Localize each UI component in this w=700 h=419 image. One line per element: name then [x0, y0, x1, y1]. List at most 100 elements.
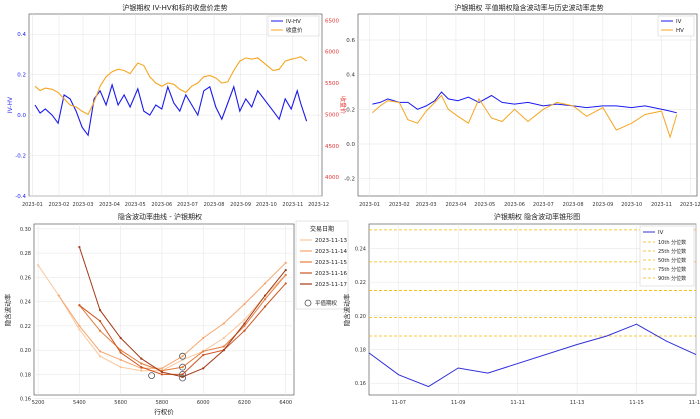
chart3-point — [78, 328, 81, 331]
chart4-xtick-label: 11-15 — [629, 400, 644, 406]
chart3-point — [98, 319, 102, 323]
chart3-point — [264, 282, 267, 285]
chart2-xtick-label: 2023-04 — [446, 202, 467, 208]
chart3-gridlines — [34, 224, 294, 399]
chart2-title: 沪银期权 平值期权隐含波动率与历史波动率走势 — [454, 3, 603, 12]
chart2-xtick-label: 2023-09 — [592, 202, 613, 208]
chart3-legend-label: 2023-11-16 — [315, 271, 347, 277]
chart3-ytick-label: 0.18 — [20, 372, 31, 378]
chart3-point — [98, 329, 102, 332]
chart4-ytick-label: 0.20 — [355, 314, 366, 320]
chart3-point — [119, 366, 122, 369]
chart1-xtick-label: 2023-12 — [308, 202, 329, 208]
chart3-point — [98, 355, 102, 358]
chart2-legend: IV HV — [657, 15, 695, 37]
chart3-point — [78, 324, 81, 327]
chart3-point — [264, 298, 267, 301]
chart3-legend-label: 2023-11-13 — [315, 238, 347, 244]
chart1-y2tick-label: 5000 — [325, 112, 339, 118]
chart4-legend-label: 75th 分位数 — [658, 266, 686, 273]
chart1-series — [34, 56, 308, 137]
chart3-point — [284, 261, 287, 264]
chart1-y2tick-label: 5500 — [325, 81, 339, 87]
chart3-ticks: 5200 5400 5600 5800 6000 6200 6400 0.16 0.18 0.20… — [20, 227, 292, 406]
chart1-ytick-label: -0.4 — [15, 194, 26, 200]
chart4-legend-iv: IV — [658, 230, 664, 236]
chart3-legend-atm: 平值期权 — [315, 299, 338, 307]
chart2-xtick-label: 2023-01 — [359, 202, 380, 208]
chart4-title: 沪银期权 隐含波动率锥形图 — [494, 212, 580, 221]
chart4-legend-label: 10th 分位数 — [658, 239, 686, 246]
chart1-xtick-label: 2023-07 — [177, 202, 198, 208]
chart3-title: 隐含波动率曲线 - 沪银期权 — [118, 212, 202, 221]
chart3-point — [37, 264, 40, 267]
chart3-series — [37, 245, 287, 382]
chart3-ytick-label: 0.20 — [20, 348, 31, 354]
chart-smile: 隐含波动率曲线 - 沪银期权 5200 5400 5600 5800 6000 6200 6… — [3, 212, 349, 416]
chart1-ylabel: IV-HV — [7, 96, 14, 113]
chart3-point — [140, 362, 143, 365]
chart3-legend-label: 2023-11-15 — [315, 260, 347, 266]
chart2-ytick-label: 0.0 — [346, 142, 355, 148]
chart-vol-cone: 沪银期权 隐含波动率锥形图 11-07 11-09 11-11 11-13 11-15 1… — [342, 212, 700, 406]
chart2-line-hv — [372, 94, 678, 139]
chart3-point — [264, 305, 267, 308]
chart3-ytick-label: 0.28 — [20, 251, 31, 257]
chart4-xtick-label: 11-11 — [510, 400, 525, 406]
chart3-ylabel: 隐含波动率 — [3, 293, 12, 326]
chart3-ytick-label: 0.24 — [20, 300, 31, 306]
chart1-line-iv-hv — [34, 82, 308, 137]
chart3-atm-marker — [179, 374, 186, 382]
chart3-point — [181, 355, 184, 358]
chart1-y2label: 收盘价 — [339, 96, 347, 114]
chart2-xtick-label: 2023-05 — [474, 202, 495, 208]
chart3-atm-marker — [179, 363, 186, 371]
chart1-y2tick-label: 4000 — [325, 175, 339, 181]
chart3-point — [284, 282, 287, 285]
chart3-legend: 交易日期 2023-11-132023-11-142023-11-152023-… — [295, 220, 349, 310]
chart1-legend-price: 收盘价 — [286, 26, 303, 34]
chart4-ytick-label: 0.24 — [355, 246, 366, 252]
chart3-line-2023-11-14 — [58, 262, 287, 369]
chart3-point — [243, 329, 246, 332]
chart4-line-iv — [368, 323, 697, 388]
chart1-xtick-label: 2023-10 — [256, 202, 277, 208]
chart2-xtick-label: 2023-08 — [563, 202, 584, 208]
chart1-ytick-label: -0.2 — [15, 154, 26, 160]
chart4-xtick-label: 11-13 — [570, 400, 585, 406]
chart3-point — [202, 367, 205, 370]
chart3-point — [160, 367, 164, 370]
chart2-gridlines — [358, 14, 697, 196]
chart4-xtick-label: 11-09 — [451, 400, 466, 406]
chart-iv-hv-levels: 沪银期权 平值期权隐含波动率与历史波动率走势 2023-01 2023-02 202… — [344, 3, 700, 208]
chart3-atm-marker — [148, 372, 156, 379]
chart3-point — [98, 350, 102, 353]
chart3-ytick-label: 0.22 — [20, 324, 31, 330]
chart3-point — [202, 350, 205, 353]
chart3-ytick-label: 0.26 — [20, 275, 31, 281]
chart3-point — [222, 345, 225, 348]
chart3-point — [181, 366, 184, 369]
chart4-ytick-label: 0.22 — [355, 280, 366, 286]
chart3-legend-items: 2023-11-13 2023-11-14 2023-11-15 2023-11-16… — [300, 238, 347, 288]
chart1-xtick-label: 2023-06 — [151, 202, 172, 208]
chart1-legend: IV-HV 收盘价 — [267, 15, 320, 37]
chart3-point — [98, 309, 102, 312]
chart3-point — [264, 294, 267, 297]
chart3-point — [243, 322, 246, 325]
chart4-xtick-label: 11-07 — [391, 400, 406, 406]
chart1-xtick-label: 2023-05 — [125, 202, 146, 208]
chart3-point — [222, 349, 225, 352]
chart3-xtick-label: 5600 — [114, 400, 127, 406]
chart2-xtick-label: 2023-02 — [389, 202, 410, 208]
chart2-ticks: 2023-01 2023-02 2023-03 2023-04 2023-05 2023-… — [344, 38, 700, 208]
chart3-point — [284, 273, 287, 277]
chart4-legend: IV 10th 分位数 25th 分位数 50th 分位数 75th 分位数 90th … — [639, 225, 695, 287]
chart4-ytick-label: 0.16 — [355, 381, 366, 387]
chart1-xtick-label: 2023-01 — [22, 202, 43, 208]
chart1-legend-iv-hv: IV-HV — [286, 19, 301, 25]
chart2-xtick-label: 2023-10 — [621, 202, 642, 208]
chart3-ytick-label: 0.16 — [20, 397, 31, 403]
chart3-xtick-label: 6200 — [238, 400, 251, 406]
chart3-xtick-label: 5800 — [156, 400, 169, 406]
